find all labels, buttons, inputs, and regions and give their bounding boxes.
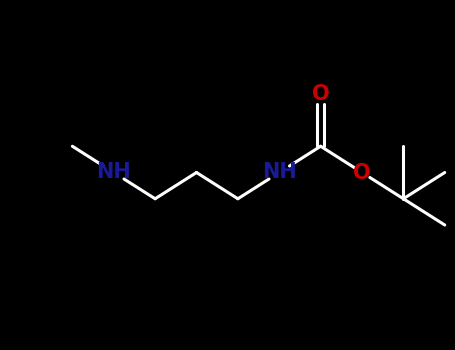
Text: O: O [353,162,371,182]
Text: NH: NH [96,162,131,182]
Text: NH: NH [262,162,297,182]
Text: O: O [312,84,329,104]
